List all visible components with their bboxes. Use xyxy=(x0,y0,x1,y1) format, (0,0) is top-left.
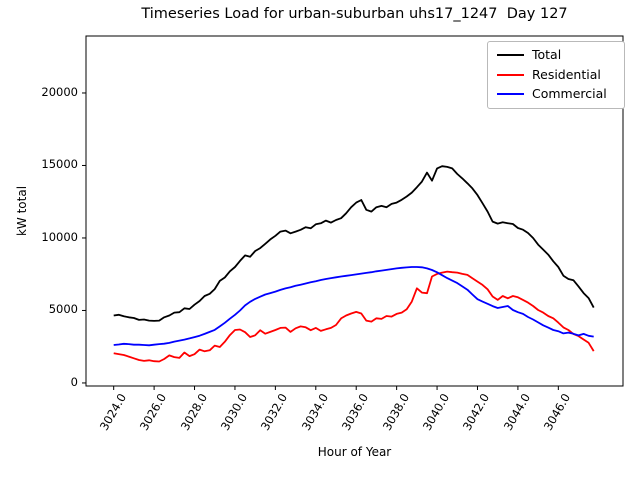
legend-item-commercial: Commercial xyxy=(497,86,615,101)
legend-label-residential: Residential xyxy=(532,66,601,82)
y-tick-label: 5000 xyxy=(48,302,78,317)
legend-item-total: Total xyxy=(497,47,615,62)
legend-label-total: Total xyxy=(532,47,562,62)
axes-frame xyxy=(85,35,624,387)
series-line-commercial xyxy=(113,266,594,347)
y-tick-label: 15000 xyxy=(41,157,78,172)
chart-title: Timeseries Load for urban-suburban uhs17… xyxy=(141,6,568,22)
legend-swatch-commercial xyxy=(497,93,524,96)
legend-label-commercial: Commercial xyxy=(532,86,607,101)
y-tick-label: 20000 xyxy=(41,84,78,99)
series-line-residential xyxy=(113,270,595,363)
y-tick-label: 0 xyxy=(70,374,78,389)
series-line-total xyxy=(113,165,595,322)
legend-item-residential: Residential xyxy=(497,66,615,82)
legend: Total Residential Commercial xyxy=(487,41,625,109)
legend-swatch-residential xyxy=(497,73,524,76)
x-axis-label: Hour of Year xyxy=(317,445,392,459)
y-tick-label: 10000 xyxy=(41,229,78,244)
legend-swatch-total xyxy=(497,54,524,57)
y-axis-label: kW total xyxy=(15,185,29,237)
